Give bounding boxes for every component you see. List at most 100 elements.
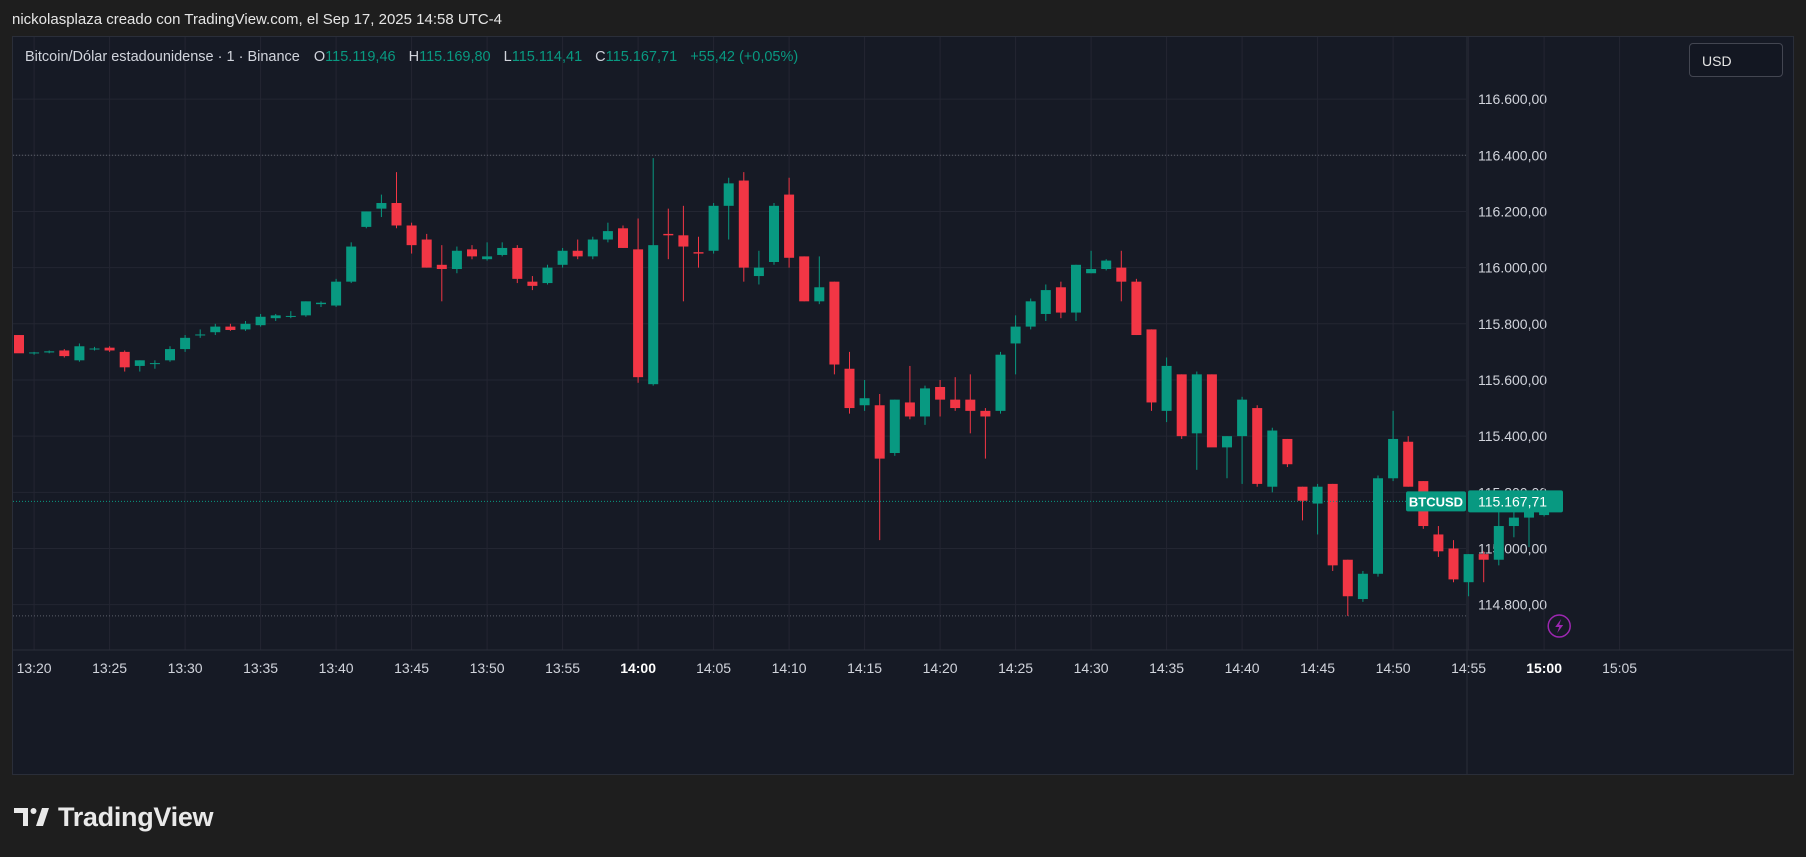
candle-body	[1222, 436, 1232, 448]
x-tick-label: 15:00	[1526, 660, 1562, 676]
candle-body	[74, 346, 85, 361]
symbol-description[interactable]: Bitcoin/Dólar estadounidense · 1 · Binan…	[25, 49, 300, 65]
candle-body	[270, 315, 281, 319]
y-tick-label: 115.400,00	[1478, 428, 1547, 444]
high-value: 115.169,80	[419, 49, 491, 65]
candle-body	[165, 349, 175, 361]
x-tick-label: 15:05	[1602, 660, 1637, 676]
candle-body	[844, 368, 855, 409]
tradingview-logo-icon	[14, 808, 49, 826]
lightning-bolt	[1555, 619, 1564, 633]
chart-panel[interactable]: 116.600,00 116.400,00 116.200,00 116.000,00…	[12, 36, 1794, 775]
candle-body	[1040, 290, 1051, 314]
currency-button[interactable]: USD	[1689, 43, 1783, 77]
candle-body	[874, 405, 885, 459]
candle-body	[618, 228, 628, 248]
candle-body	[1493, 526, 1504, 560]
candle-body	[436, 264, 447, 270]
x-tick-label: 14:40	[1225, 660, 1260, 676]
candle-body	[1448, 548, 1459, 580]
candle-body	[255, 316, 266, 326]
candle-body	[1237, 399, 1248, 437]
candle-body	[1055, 287, 1066, 313]
candle-body	[1373, 478, 1383, 574]
candle-body	[1131, 281, 1142, 336]
candle-body	[89, 348, 100, 350]
candle-body	[648, 245, 659, 385]
open-label: O	[313, 49, 326, 65]
x-tick-label: 13:30	[168, 660, 203, 676]
candle-body	[1176, 374, 1187, 437]
x-tick-label: 14:25	[998, 660, 1033, 676]
y-tick-label: 116.000,00	[1478, 260, 1547, 276]
x-tick-label: 14:10	[772, 660, 807, 676]
candle-body	[602, 231, 613, 240]
candle-body	[1312, 486, 1323, 504]
x-tick-label: 14:55	[1451, 660, 1486, 676]
candle-body	[1433, 534, 1444, 552]
candle-body	[421, 239, 432, 268]
candle-body	[935, 386, 946, 400]
candle-body	[482, 256, 493, 260]
candle-body	[572, 250, 583, 257]
close-label: C	[595, 49, 606, 65]
candle-body	[29, 352, 40, 354]
candle-body	[1101, 260, 1112, 270]
candle-body	[119, 351, 130, 368]
candle-body	[753, 267, 764, 277]
candle-body	[1086, 269, 1097, 274]
open-value: 115.119,46	[325, 49, 396, 65]
candle-body	[1297, 486, 1308, 501]
x-tick-label: 14:00	[620, 660, 656, 676]
chart-caption: nickolasplaza creado con TradingView.com…	[12, 11, 503, 28]
candle-body	[889, 399, 900, 453]
candle-body	[693, 252, 704, 254]
symbol-tag-bg	[1406, 491, 1466, 512]
candle-body	[1524, 511, 1534, 518]
candle-body	[527, 281, 538, 286]
candle-body	[723, 183, 734, 206]
change-value: +55,42 (+0,05%)	[690, 49, 799, 65]
candle-body	[1161, 365, 1172, 411]
y-tick-label: 116.600,00	[1478, 91, 1547, 107]
candle-body	[331, 281, 342, 306]
candle-body	[225, 326, 236, 330]
candle-body	[1116, 267, 1127, 282]
x-tick-label: 13:50	[470, 660, 505, 676]
candle-body	[44, 351, 55, 353]
candle-body	[376, 203, 387, 209]
low-label: L	[503, 49, 512, 65]
candle-body	[467, 249, 477, 257]
last-price-tag-bg	[1468, 490, 1563, 513]
x-tick-label: 13:40	[319, 660, 354, 676]
y-tick-label: 115.000,00	[1478, 541, 1547, 557]
x-tick-label: 14:20	[923, 660, 958, 676]
candle-body	[210, 326, 221, 333]
x-tick-label: 14:45	[1300, 660, 1335, 676]
candle-body	[1357, 573, 1368, 600]
candle-body	[134, 360, 145, 366]
candle-body	[195, 334, 206, 336]
candle-body	[995, 354, 1006, 411]
x-tick-label: 13:20	[17, 660, 52, 676]
candle-body	[708, 205, 719, 251]
y-tick-label: 116.200,00	[1478, 203, 1547, 219]
candle-body	[980, 410, 991, 417]
candle-body	[104, 347, 115, 351]
x-tick-label: 13:45	[394, 660, 429, 676]
x-tick-label: 13:35	[243, 660, 278, 676]
candle-body	[920, 388, 930, 417]
brand-name: TradingView	[58, 801, 214, 832]
candle-body	[1403, 441, 1414, 487]
candle-body	[180, 337, 191, 350]
candle-body	[391, 203, 402, 226]
x-tick-label: 14:30	[1074, 660, 1109, 676]
candle-body	[1010, 326, 1021, 344]
last-price-tag-value: 115.167,71	[1478, 493, 1547, 509]
high-label: H	[408, 49, 420, 65]
y-tick-label: 116.400,00	[1478, 147, 1547, 163]
candlestick-chart[interactable]: 116.600,00 116.400,00 116.200,00 116.000,00…	[13, 37, 1793, 774]
x-tick-label: 13:25	[92, 660, 127, 676]
candle-body	[1071, 264, 1081, 313]
candle-body	[149, 363, 160, 365]
